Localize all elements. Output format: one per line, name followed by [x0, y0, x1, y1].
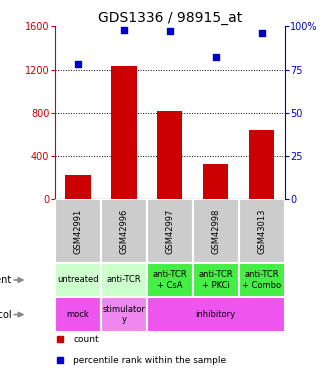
Text: anti-TCR: anti-TCR: [107, 276, 141, 285]
Title: GDS1336 / 98915_at: GDS1336 / 98915_at: [98, 11, 242, 25]
Bar: [147, 263, 193, 297]
Text: anti-TCR
+ CsA: anti-TCR + CsA: [153, 270, 187, 290]
Bar: [101, 263, 147, 297]
Text: inhibitory: inhibitory: [196, 310, 236, 319]
Bar: [101, 297, 147, 332]
Bar: [65, 176, 91, 199]
Bar: [55, 297, 101, 332]
Text: GSM42996: GSM42996: [119, 208, 129, 254]
Text: agent: agent: [0, 275, 11, 285]
Text: GSM42998: GSM42998: [211, 208, 220, 254]
Text: GSM42991: GSM42991: [73, 209, 83, 254]
Bar: [239, 199, 285, 263]
Bar: [55, 263, 101, 297]
Text: percentile rank within the sample: percentile rank within the sample: [73, 356, 226, 364]
Text: anti-TCR
+ Combo: anti-TCR + Combo: [242, 270, 281, 290]
Point: [213, 54, 218, 60]
Text: stimulator
y: stimulator y: [103, 305, 145, 324]
Text: GSM42997: GSM42997: [165, 208, 174, 254]
Bar: [55, 199, 101, 263]
Point: [259, 30, 264, 36]
Bar: [193, 199, 239, 263]
Bar: [147, 297, 285, 332]
Bar: [101, 199, 147, 263]
Bar: [193, 263, 239, 297]
Text: GSM43013: GSM43013: [257, 208, 266, 254]
Bar: [239, 263, 285, 297]
Point: [167, 28, 172, 34]
Bar: [147, 199, 193, 263]
Point: [75, 61, 81, 67]
Text: protocol: protocol: [0, 310, 11, 320]
Bar: [249, 130, 274, 199]
Point: [121, 27, 127, 33]
Bar: [111, 66, 137, 199]
Text: mock: mock: [67, 310, 89, 319]
Text: untreated: untreated: [57, 276, 99, 285]
Text: anti-TCR
+ PKCi: anti-TCR + PKCi: [198, 270, 233, 290]
Text: count: count: [73, 335, 99, 344]
Bar: [203, 164, 228, 199]
Bar: [157, 111, 182, 199]
